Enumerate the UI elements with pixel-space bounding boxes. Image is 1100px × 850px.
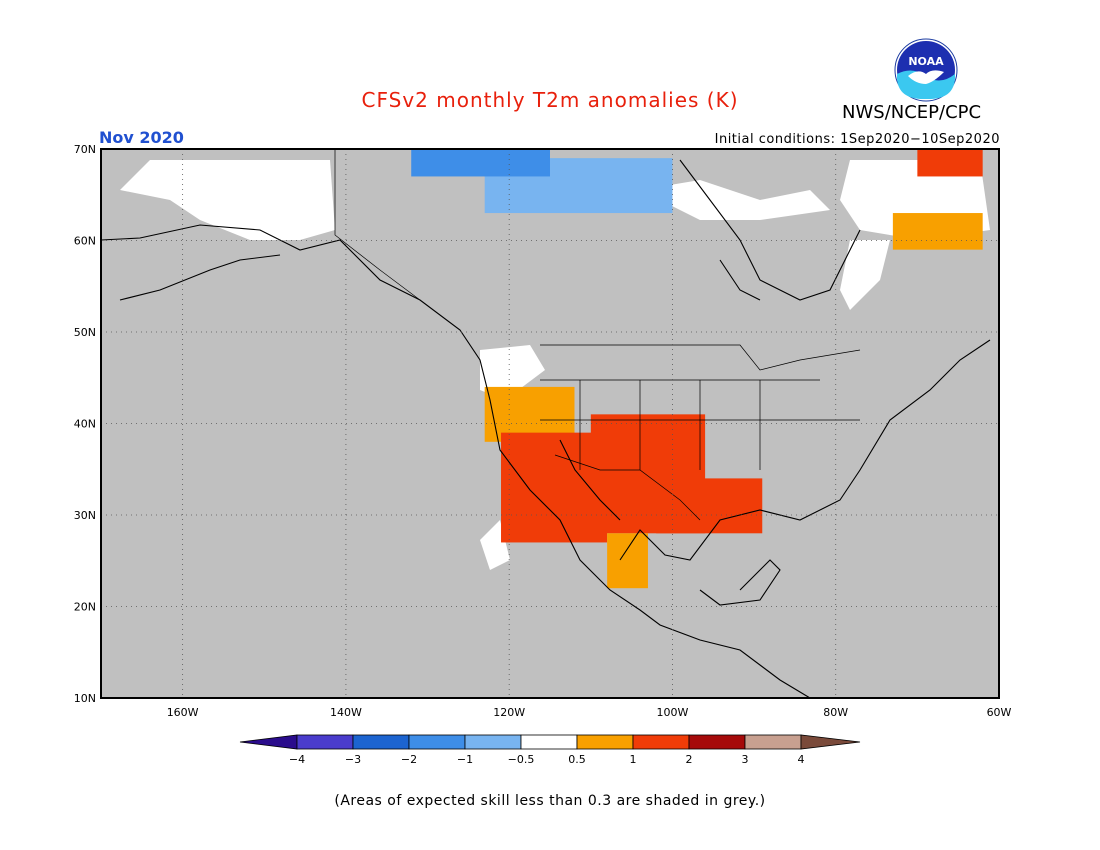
agency-label: NWS/NCEP/CPC: [842, 102, 982, 123]
latitude-labels: 10N 20N 30N 40N 50N 60N 70N: [74, 143, 96, 705]
colorbar-swatch: [688, 734, 746, 750]
colorbar-swatch: [408, 734, 466, 750]
anomaly-region-6: [411, 149, 550, 177]
initial-conditions: Initial conditions: 1Sep2020−10Sep2020: [714, 132, 1000, 147]
lon-label: 80W: [823, 706, 848, 719]
lat-label: 30N: [74, 509, 96, 522]
colorbar-tick-label: −1: [457, 753, 473, 766]
colorbar-tick-label: 3: [742, 753, 749, 766]
colorbar-tick-label: −3: [345, 753, 361, 766]
lat-label: 20N: [74, 601, 96, 614]
anomaly-layer: [411, 149, 983, 589]
longitude-labels: 160W 140W 120W 100W 80W 60W: [167, 706, 1012, 719]
colorbar-tick-label: 4: [798, 753, 805, 766]
political-borders: [334, 150, 861, 521]
colorbar-tick-label: −4: [289, 753, 305, 766]
anomaly-region-3: [656, 478, 763, 534]
colorbar-tick-label: 0.5: [568, 753, 586, 766]
lon-label: 120W: [493, 706, 525, 719]
colorbar-swatch: [464, 734, 522, 750]
lon-label: 140W: [330, 706, 362, 719]
colorbar-tick-label: −0.5: [508, 753, 535, 766]
colorbar-swatch: [576, 734, 634, 750]
lon-label: 100W: [657, 706, 689, 719]
logo-text: NOAA: [908, 55, 944, 68]
anomaly-region-8: [917, 149, 983, 177]
colorbar-swatch: [744, 734, 802, 750]
lat-label: 50N: [74, 326, 96, 339]
map-frame: 10N 20N 30N 40N 50N 60N 70N 160W 140W 120W 100W 80…: [74, 143, 1012, 719]
colorbar-swatch: [296, 734, 354, 750]
colorbar-swatch: [352, 734, 410, 750]
colorbar-max-arrow: [800, 734, 861, 750]
anomaly-region-7: [892, 213, 983, 250]
colorbar-tick-label: 2: [686, 753, 693, 766]
lat-label: 70N: [74, 143, 96, 156]
lon-label: 160W: [167, 706, 199, 719]
anomaly-region-4: [607, 533, 648, 589]
colorbar-swatch: [632, 734, 690, 750]
colorbar: −4 −3 −2 −1 −0.5 0.5 1 2 3 4: [239, 734, 861, 766]
colorbar-tick-label: −2: [401, 753, 417, 766]
noaa-logo-icon: NOAA: [894, 38, 958, 102]
lat-label: 60N: [74, 235, 96, 248]
forecast-month: Nov 2020: [99, 128, 184, 147]
map-border: [100, 148, 1000, 699]
coastlines: [100, 159, 991, 699]
colorbar-swatch: [520, 734, 578, 750]
map-title: CFSv2 monthly T2m anomalies (K): [361, 88, 739, 112]
lat-label: 40N: [74, 418, 96, 431]
footnote: (Areas of expected skill less than 0.3 a…: [334, 793, 766, 809]
lat-label: 10N: [74, 692, 96, 705]
colorbar-tick-label: 1: [630, 753, 637, 766]
lon-label: 60W: [987, 706, 1012, 719]
colorbar-min-arrow: [239, 734, 298, 750]
